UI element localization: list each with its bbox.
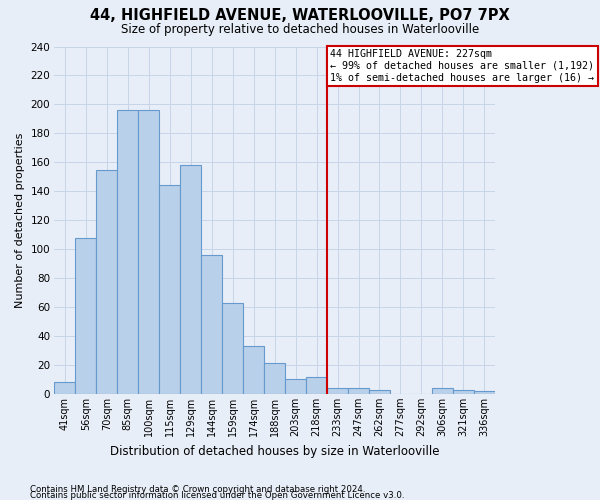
Bar (285, 380, 306, 394)
Text: Size of property relative to detached houses in Waterlooville: Size of property relative to detached ho… (121, 22, 479, 36)
Bar (306, 376, 327, 394)
Bar (348, 388, 369, 394)
Bar (97, 170, 118, 394)
X-axis label: Distribution of detached houses by size in Waterlooville: Distribution of detached houses by size … (110, 444, 439, 458)
Bar (222, 302, 243, 394)
Bar (76, 238, 97, 394)
Bar (118, 110, 139, 394)
Bar (243, 346, 264, 394)
Bar (160, 186, 180, 394)
Bar (55, 382, 76, 394)
Text: 44, HIGHFIELD AVENUE, WATERLOOVILLE, PO7 7PX: 44, HIGHFIELD AVENUE, WATERLOOVILLE, PO7… (90, 8, 510, 22)
Text: 44 HIGHFIELD AVENUE: 227sqm
← 99% of detached houses are smaller (1,192)
1% of s: 44 HIGHFIELD AVENUE: 227sqm ← 99% of det… (330, 50, 594, 82)
Bar (474, 391, 495, 394)
Bar (369, 390, 390, 394)
Text: Contains HM Land Registry data © Crown copyright and database right 2024.: Contains HM Land Registry data © Crown c… (30, 485, 365, 494)
Bar (264, 364, 285, 394)
Bar (432, 388, 453, 394)
Bar (327, 388, 348, 394)
Y-axis label: Number of detached properties: Number of detached properties (15, 132, 25, 308)
Bar (139, 110, 160, 394)
Bar (453, 390, 474, 394)
Bar (201, 255, 222, 394)
Text: Contains public sector information licensed under the Open Government Licence v3: Contains public sector information licen… (30, 491, 404, 500)
Bar (180, 165, 201, 394)
